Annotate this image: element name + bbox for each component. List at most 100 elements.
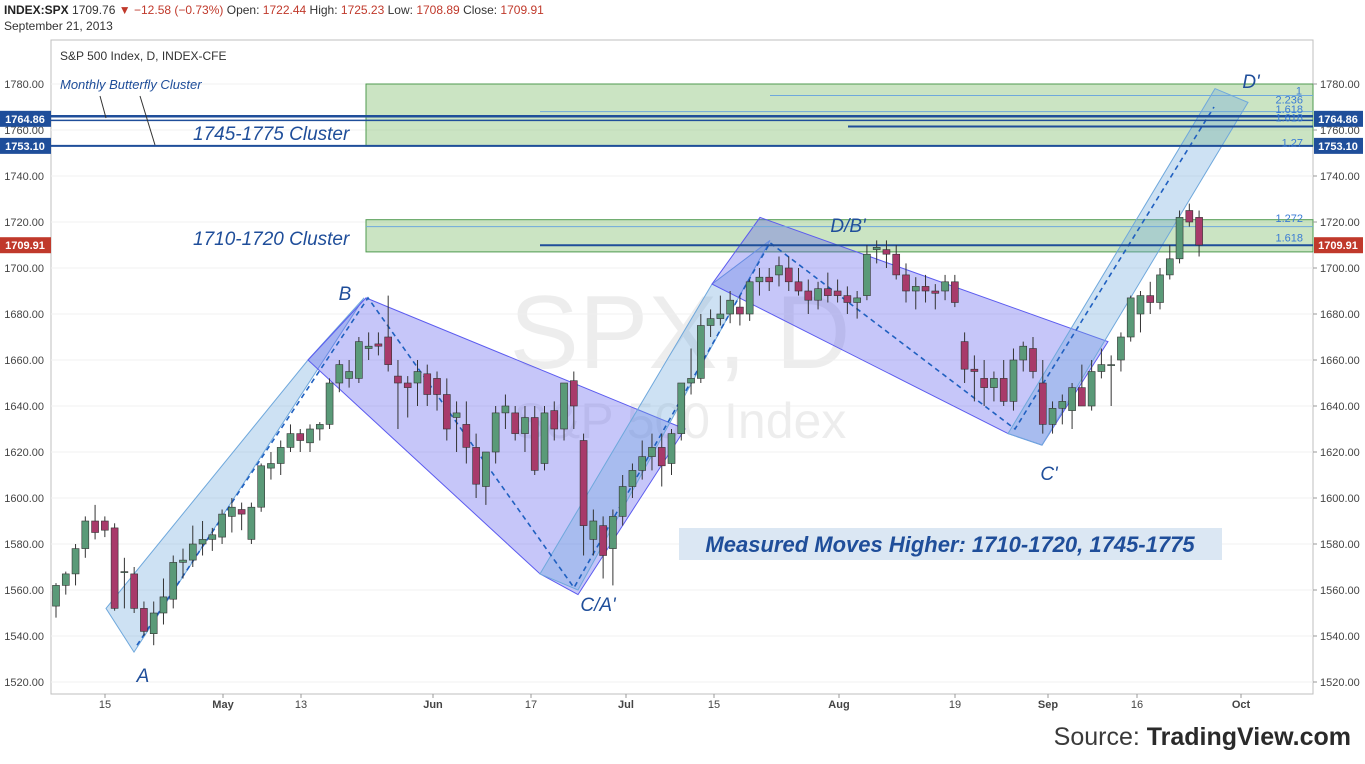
candle-body [794, 281, 803, 292]
channel-cd [539, 240, 771, 591]
y-tick-label-right: 1560.00 [1320, 585, 1360, 597]
candle-body [784, 267, 793, 283]
cluster-band [365, 219, 1314, 253]
candle-body [775, 265, 783, 276]
candle-body [921, 286, 930, 292]
candle-body [52, 585, 60, 607]
candle-body [970, 368, 979, 372]
candle-body [677, 382, 686, 434]
candle-body [765, 276, 774, 283]
candle-body [501, 405, 510, 414]
candle-body [863, 253, 871, 296]
candle-body [179, 559, 187, 563]
candle-body [101, 520, 109, 531]
candle-body [110, 527, 119, 609]
candle-body [315, 424, 324, 430]
y-tick-label-left: 1700.00 [4, 263, 44, 275]
price-marker-right-label: 1753.10 [1318, 141, 1358, 153]
price-marker-right [1314, 110, 1363, 127]
candle-body [1136, 295, 1145, 315]
candle-body [530, 417, 539, 471]
y-tick-label-right: 1680.00 [1320, 309, 1360, 321]
point-label: C/A' [580, 595, 617, 616]
y-tick-label-right: 1540.00 [1320, 631, 1360, 643]
source-name: TradingView.com [1146, 723, 1351, 751]
candle-body [1195, 217, 1203, 246]
y-tick-label-right: 1760.00 [1320, 125, 1360, 137]
candle-body [91, 520, 99, 533]
candle-body [1029, 348, 1037, 372]
horizontal-lines [0, 95, 1313, 247]
candle-body [442, 394, 451, 430]
candle-body [628, 470, 637, 487]
y-tick-label-left: 1720.00 [4, 217, 44, 229]
candle-body [218, 513, 226, 538]
candle-body [325, 382, 334, 425]
candle-body [638, 456, 647, 471]
high-value: 1725.23 [340, 3, 385, 17]
candle-body [667, 433, 676, 464]
y-tick-label-left: 1540.00 [4, 631, 44, 643]
candle-body [188, 543, 197, 561]
candle-body [716, 313, 725, 319]
low-value: 1708.89 [416, 3, 460, 17]
y-tick-label-left: 1660.00 [4, 355, 44, 367]
candle-body [755, 276, 764, 283]
point-label: D' [1242, 72, 1261, 93]
x-tick-label: Oct [1232, 699, 1251, 711]
candle-body [482, 451, 490, 487]
candle-body [736, 306, 744, 315]
candle-body [364, 345, 373, 349]
candle-body [384, 336, 392, 365]
high-label: High: [309, 3, 338, 17]
chart-title: S&P 500 Index, D, INDEX-CFE [60, 49, 227, 63]
candle-body [345, 371, 353, 379]
candle-body [1048, 407, 1057, 425]
y-tick-label-right: 1700.00 [1320, 263, 1360, 275]
candles [52, 203, 1203, 646]
candle-body [247, 506, 256, 540]
low-label: Low: [387, 3, 413, 17]
close-value: 1709.91 [500, 3, 544, 17]
x-tick-label: Jun [423, 699, 443, 711]
candle-body [413, 371, 422, 384]
candle-body [1058, 401, 1067, 409]
fib-label: 1.618 [1275, 104, 1303, 116]
candle-body [687, 378, 695, 384]
candle-body [237, 509, 246, 515]
y-tick-label-right: 1740.00 [1320, 171, 1360, 183]
x-tick-label: 19 [949, 699, 961, 711]
candle-body [71, 548, 80, 575]
open-label: Open: [226, 3, 260, 17]
candle-body [1107, 364, 1115, 366]
x-tick-label: 15 [99, 699, 111, 711]
y-tick-label-right: 1600.00 [1320, 493, 1360, 505]
candle-body [394, 375, 402, 384]
point-label: B [339, 284, 352, 305]
candle-body [1019, 345, 1028, 361]
y-tick-label-left: 1780.00 [4, 79, 44, 91]
price-marker-left [0, 110, 51, 127]
x-tick-label: 13 [295, 699, 307, 711]
candle-body [902, 274, 910, 292]
candle-body [81, 520, 90, 549]
candle-body [296, 433, 305, 441]
candle-body [726, 299, 734, 315]
price-marker-left-label: 1764.86 [5, 114, 45, 126]
channel-c2d2 [1007, 87, 1249, 446]
measured-moves-label: Measured Moves Higher: 1710-1720, 1745-1… [705, 532, 1195, 557]
callout-box [679, 528, 1222, 560]
x-tick-label: 17 [525, 699, 537, 711]
candle-body [1038, 382, 1047, 425]
chart-date: September 21, 2013 [4, 19, 113, 33]
candle-body [745, 281, 754, 315]
y-tick-label-left: 1640.00 [4, 401, 44, 413]
candle-body [61, 573, 70, 586]
candle-body [882, 249, 891, 255]
symbol: INDEX:SPX [4, 3, 69, 17]
point-label: D/B' [830, 216, 867, 237]
point-label: C' [1040, 464, 1059, 485]
candle-body [911, 286, 920, 292]
candle-body [462, 424, 471, 448]
